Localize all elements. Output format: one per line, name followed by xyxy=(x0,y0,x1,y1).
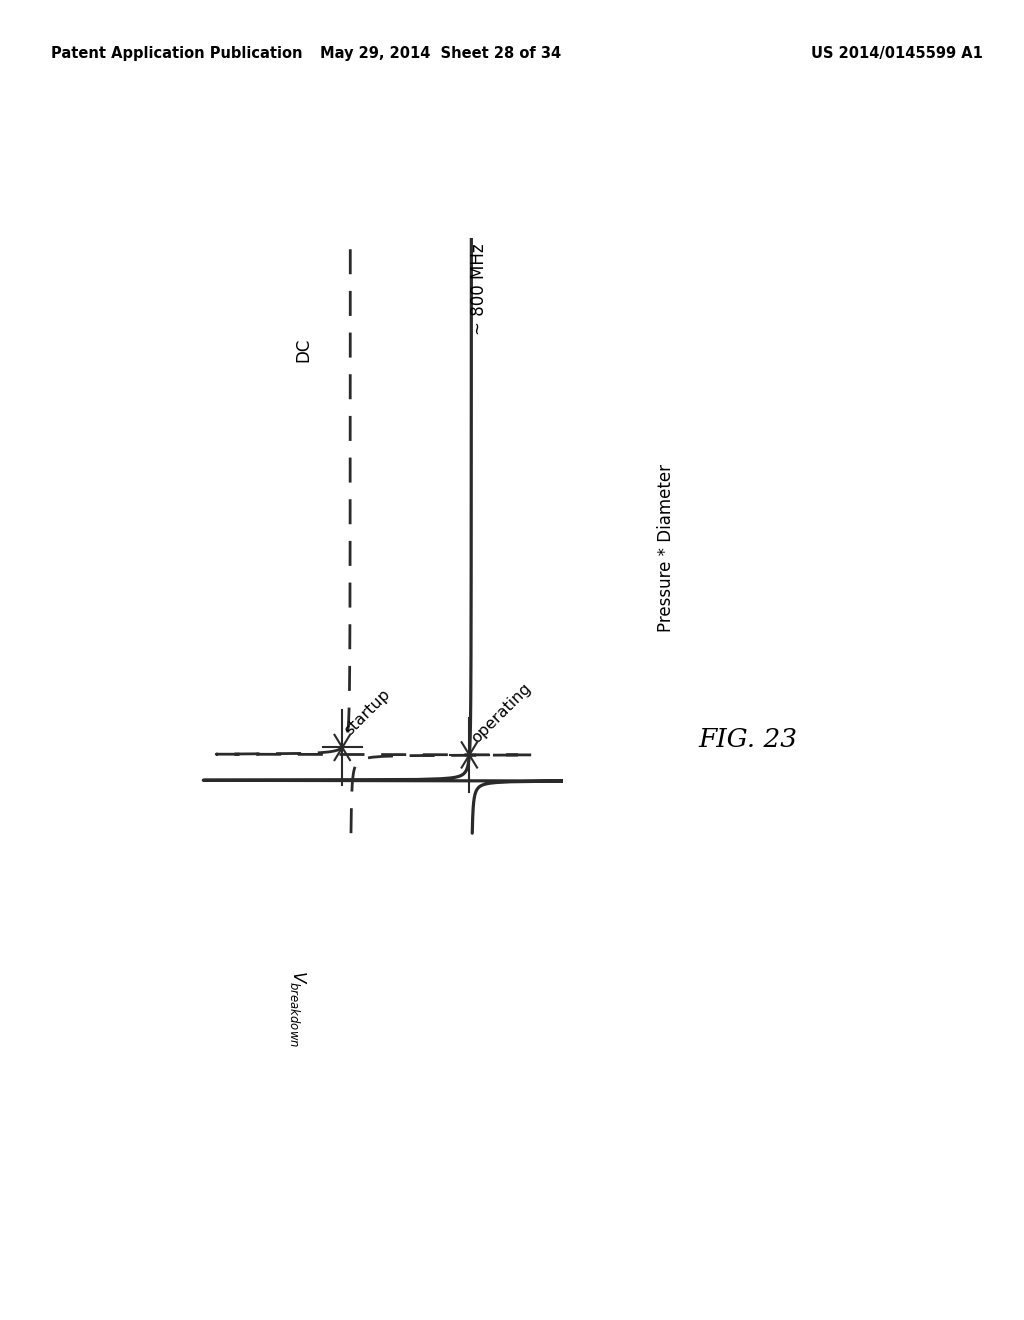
Text: US 2014/0145599 A1: US 2014/0145599 A1 xyxy=(811,46,983,61)
Text: DC: DC xyxy=(294,338,312,362)
Text: Patent Application Publication: Patent Application Publication xyxy=(51,46,303,61)
Text: startup: startup xyxy=(341,686,392,738)
Text: FIG. 23: FIG. 23 xyxy=(698,727,797,751)
Text: ~ 800 MHz: ~ 800 MHz xyxy=(470,243,488,335)
Text: Pressure * Diameter: Pressure * Diameter xyxy=(656,463,675,632)
Text: $V_{breakdown}$: $V_{breakdown}$ xyxy=(288,970,308,1047)
Text: operating: operating xyxy=(468,680,534,746)
Text: May 29, 2014  Sheet 28 of 34: May 29, 2014 Sheet 28 of 34 xyxy=(319,46,561,61)
